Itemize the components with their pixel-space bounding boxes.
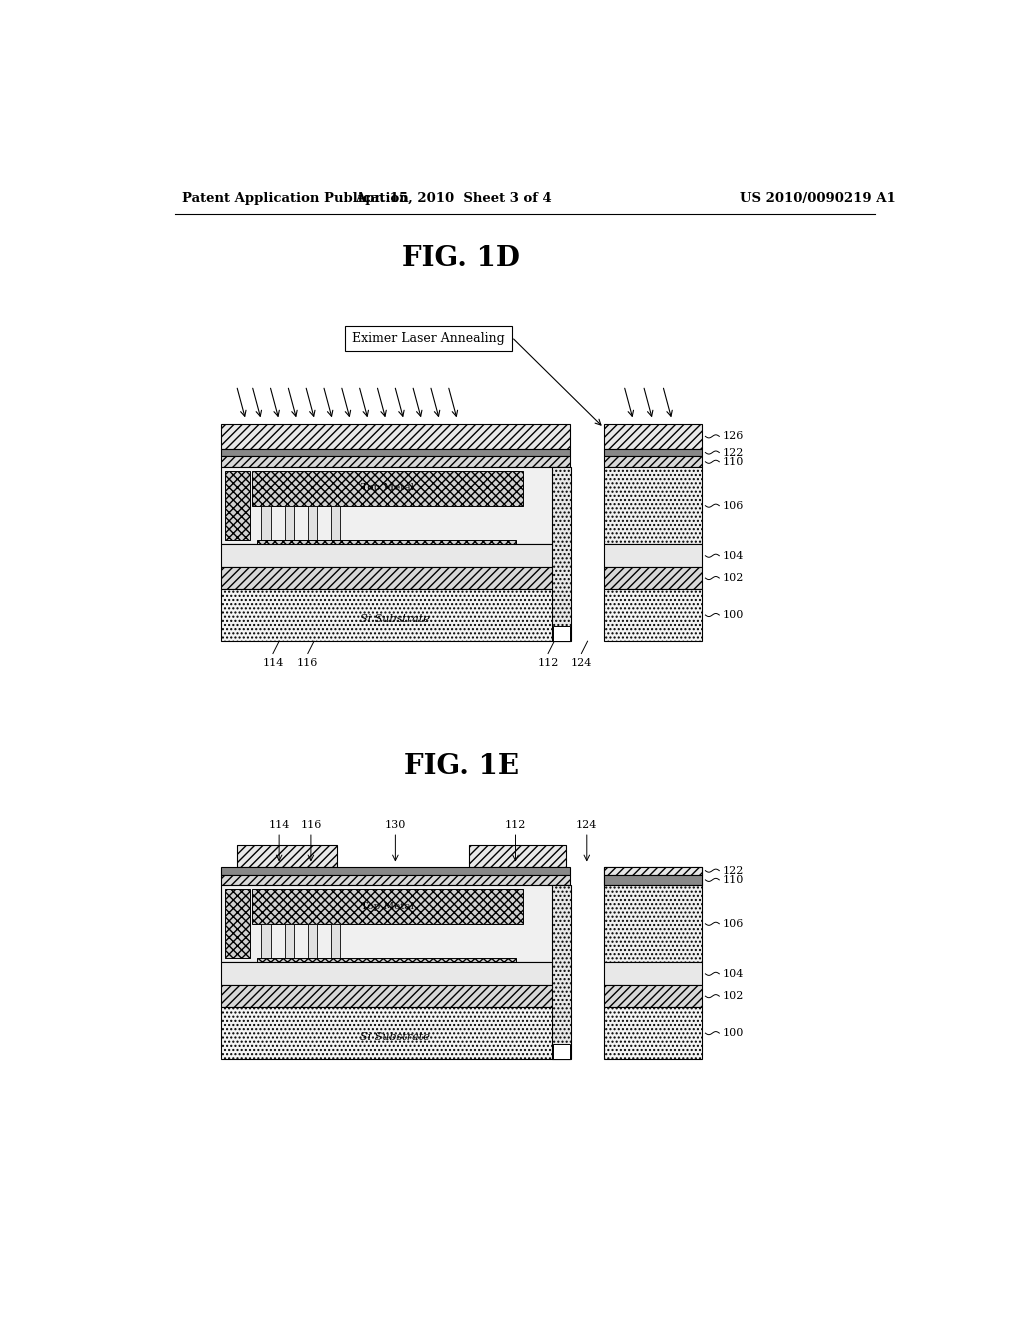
Bar — [604, 874, 701, 886]
Bar — [221, 1007, 569, 1059]
Bar — [221, 544, 569, 568]
Text: US 2010/0090219 A1: US 2010/0090219 A1 — [740, 191, 896, 205]
Text: 106: 106 — [722, 919, 743, 929]
Bar — [604, 886, 701, 962]
Text: FIG. 1D: FIG. 1D — [402, 246, 520, 272]
Text: 100: 100 — [722, 1028, 743, 1038]
Text: 124: 124 — [570, 659, 592, 668]
Text: 102: 102 — [722, 991, 743, 1001]
Text: 104: 104 — [722, 550, 743, 561]
Bar — [554, 1044, 569, 1059]
Bar — [554, 626, 569, 642]
Bar — [261, 924, 270, 958]
Text: Top Metal: Top Metal — [361, 902, 414, 911]
Text: 122: 122 — [722, 447, 743, 458]
Bar — [221, 467, 569, 544]
Bar — [604, 457, 701, 467]
Text: 106: 106 — [722, 500, 743, 511]
Bar — [604, 568, 701, 589]
Bar — [221, 568, 569, 589]
Text: Patent Application Publication: Patent Application Publication — [182, 191, 409, 205]
Text: 102: 102 — [722, 573, 743, 583]
Bar — [221, 457, 569, 467]
Text: 126: 126 — [722, 432, 743, 441]
Bar — [604, 449, 701, 457]
Bar — [604, 467, 701, 544]
Text: 116: 116 — [297, 659, 318, 668]
Text: 114: 114 — [262, 659, 284, 668]
Bar — [604, 962, 701, 985]
Bar — [257, 540, 515, 564]
Text: 104: 104 — [722, 969, 743, 979]
Bar — [225, 471, 250, 540]
Text: 112: 112 — [538, 659, 559, 668]
Text: 112: 112 — [505, 820, 526, 830]
Bar — [221, 424, 569, 449]
Bar — [285, 924, 294, 958]
Bar — [331, 506, 340, 540]
Bar — [604, 424, 701, 449]
Bar — [221, 449, 569, 457]
Text: 110: 110 — [722, 457, 743, 467]
Bar — [221, 962, 569, 985]
Bar — [345, 326, 512, 351]
Bar — [252, 471, 523, 506]
Text: Top Metal: Top Metal — [361, 483, 414, 492]
Bar — [221, 874, 569, 886]
Text: Si Substrate: Si Substrate — [360, 614, 430, 624]
Text: 124: 124 — [577, 820, 597, 830]
Text: 116: 116 — [300, 820, 322, 830]
Text: Si Substrate: Si Substrate — [360, 1032, 430, 1041]
Text: FIG. 1E: FIG. 1E — [403, 754, 519, 780]
Bar — [257, 958, 515, 982]
Bar — [604, 589, 701, 642]
Text: 122: 122 — [722, 866, 743, 875]
Bar — [604, 867, 701, 874]
Bar — [469, 845, 566, 867]
Bar — [252, 890, 523, 924]
Bar — [604, 867, 701, 874]
Text: Apr. 15, 2010  Sheet 3 of 4: Apr. 15, 2010 Sheet 3 of 4 — [355, 191, 552, 205]
Bar — [261, 506, 270, 540]
Text: 110: 110 — [722, 875, 743, 884]
Bar — [331, 924, 340, 958]
Bar — [221, 589, 569, 642]
Bar — [225, 890, 250, 958]
Bar — [604, 874, 701, 886]
Bar — [308, 924, 317, 958]
Bar — [308, 506, 317, 540]
Text: Eximer Laser Annealing: Eximer Laser Annealing — [352, 333, 505, 345]
Bar — [221, 867, 569, 874]
Text: 100: 100 — [722, 610, 743, 620]
Bar — [237, 845, 337, 867]
Bar — [552, 467, 571, 642]
Bar — [221, 886, 569, 962]
Bar — [604, 544, 701, 568]
Bar — [552, 886, 571, 1059]
Bar — [221, 985, 569, 1007]
Bar — [604, 985, 701, 1007]
Bar — [285, 506, 294, 540]
Bar — [604, 1007, 701, 1059]
Text: 130: 130 — [385, 820, 407, 830]
Text: 114: 114 — [268, 820, 290, 830]
